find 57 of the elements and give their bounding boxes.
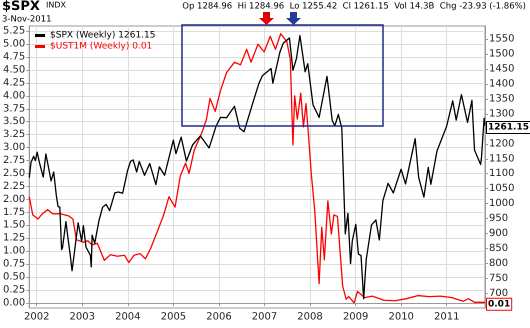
- x-tick-label: 2009: [342, 312, 368, 322]
- y2-tick-label: 1100: [489, 168, 514, 180]
- y2-tick-label: 900: [489, 228, 508, 240]
- chart-subtitle: INDX: [46, 0, 67, 10]
- x-tick-label: 2002: [24, 312, 50, 322]
- y-tick-label: 4.50: [3, 64, 26, 76]
- y-tick-label: 0.50: [3, 271, 26, 282]
- text: 3-Nov-2011: [2, 14, 52, 24]
- y-tick-label: 3.50: [3, 116, 26, 128]
- y2-tick-label: 1200: [489, 138, 514, 150]
- y2-tick-label: 700: [489, 288, 508, 300]
- y-tick-label: 1.00: [3, 246, 26, 257]
- y-tick-label: 4.00: [3, 90, 26, 102]
- legend-label: $SPX (Weekly) 1261.15: [50, 30, 156, 40]
- y-tick-label: 0.00: [3, 297, 26, 308]
- y2-tick-label: 1400: [489, 78, 514, 90]
- y-tick-label: 0.25: [3, 284, 26, 296]
- y2-tick-label: 1000: [489, 198, 514, 210]
- y-tick-label: 4.25: [3, 77, 26, 88]
- y-tick-label: 3.00: [3, 142, 26, 154]
- x-tick-label: 2003: [70, 312, 95, 322]
- y-tick-label: 2.50: [3, 168, 26, 179]
- y2-tick-label: 750: [489, 273, 508, 284]
- y-tick-label: 4.75: [3, 52, 26, 63]
- y-tick-label: 2.25: [3, 180, 26, 192]
- y2-tick-label: 1550: [489, 33, 514, 44]
- y2-tick-label: 1050: [489, 183, 514, 194]
- text: Op 1284.96 Hi 1284.96 Lo 1255.42 Cl 1261.15 Vol 14.3B Chg -23.93 (-1.86%): [182, 2, 526, 12]
- y-tick-label: 2.00: [3, 194, 26, 205]
- x-tick-label: 2010: [388, 312, 414, 322]
- y2-tick-label: 1300: [489, 108, 514, 120]
- x-tick-label: 2005: [160, 312, 186, 322]
- y-tick-label: 1.75: [3, 206, 26, 218]
- legend-label: $UST1M (Weekly) 0.01: [50, 42, 152, 52]
- y-tick-label: 0.75: [3, 258, 26, 270]
- y2-tick-label: 1350: [489, 93, 514, 104]
- y2-tick-label: 850: [489, 243, 508, 254]
- y2-tick-label: 800: [489, 258, 508, 270]
- x-tick-label: 2006: [206, 312, 232, 322]
- y-tick-label: 5.25: [3, 26, 26, 37]
- y-tick-label: 1.50: [3, 220, 26, 231]
- chart-title: $SPX: [2, 0, 40, 14]
- x-tick-label: 2008: [297, 312, 323, 322]
- x-tick-label: 2011: [434, 312, 460, 322]
- x-tick-label: 2007: [252, 312, 278, 322]
- y2-tick-label: 1500: [489, 48, 514, 60]
- y-tick-label: 3.75: [3, 103, 26, 114]
- y-tick-label: 1.25: [3, 232, 26, 244]
- x-tick-label: 2004: [115, 312, 141, 322]
- y2-tick-label: 950: [489, 213, 508, 224]
- y2-tick-label: 1150: [489, 153, 514, 164]
- y-tick-label: 3.25: [3, 129, 26, 140]
- data-label: 1261.15: [488, 122, 529, 132]
- y-tick-label: 2.75: [3, 155, 26, 166]
- data-label: 0.01: [488, 299, 510, 310]
- y2-tick-label: 1450: [489, 63, 514, 74]
- y-tick-label: 5.00: [3, 38, 26, 50]
